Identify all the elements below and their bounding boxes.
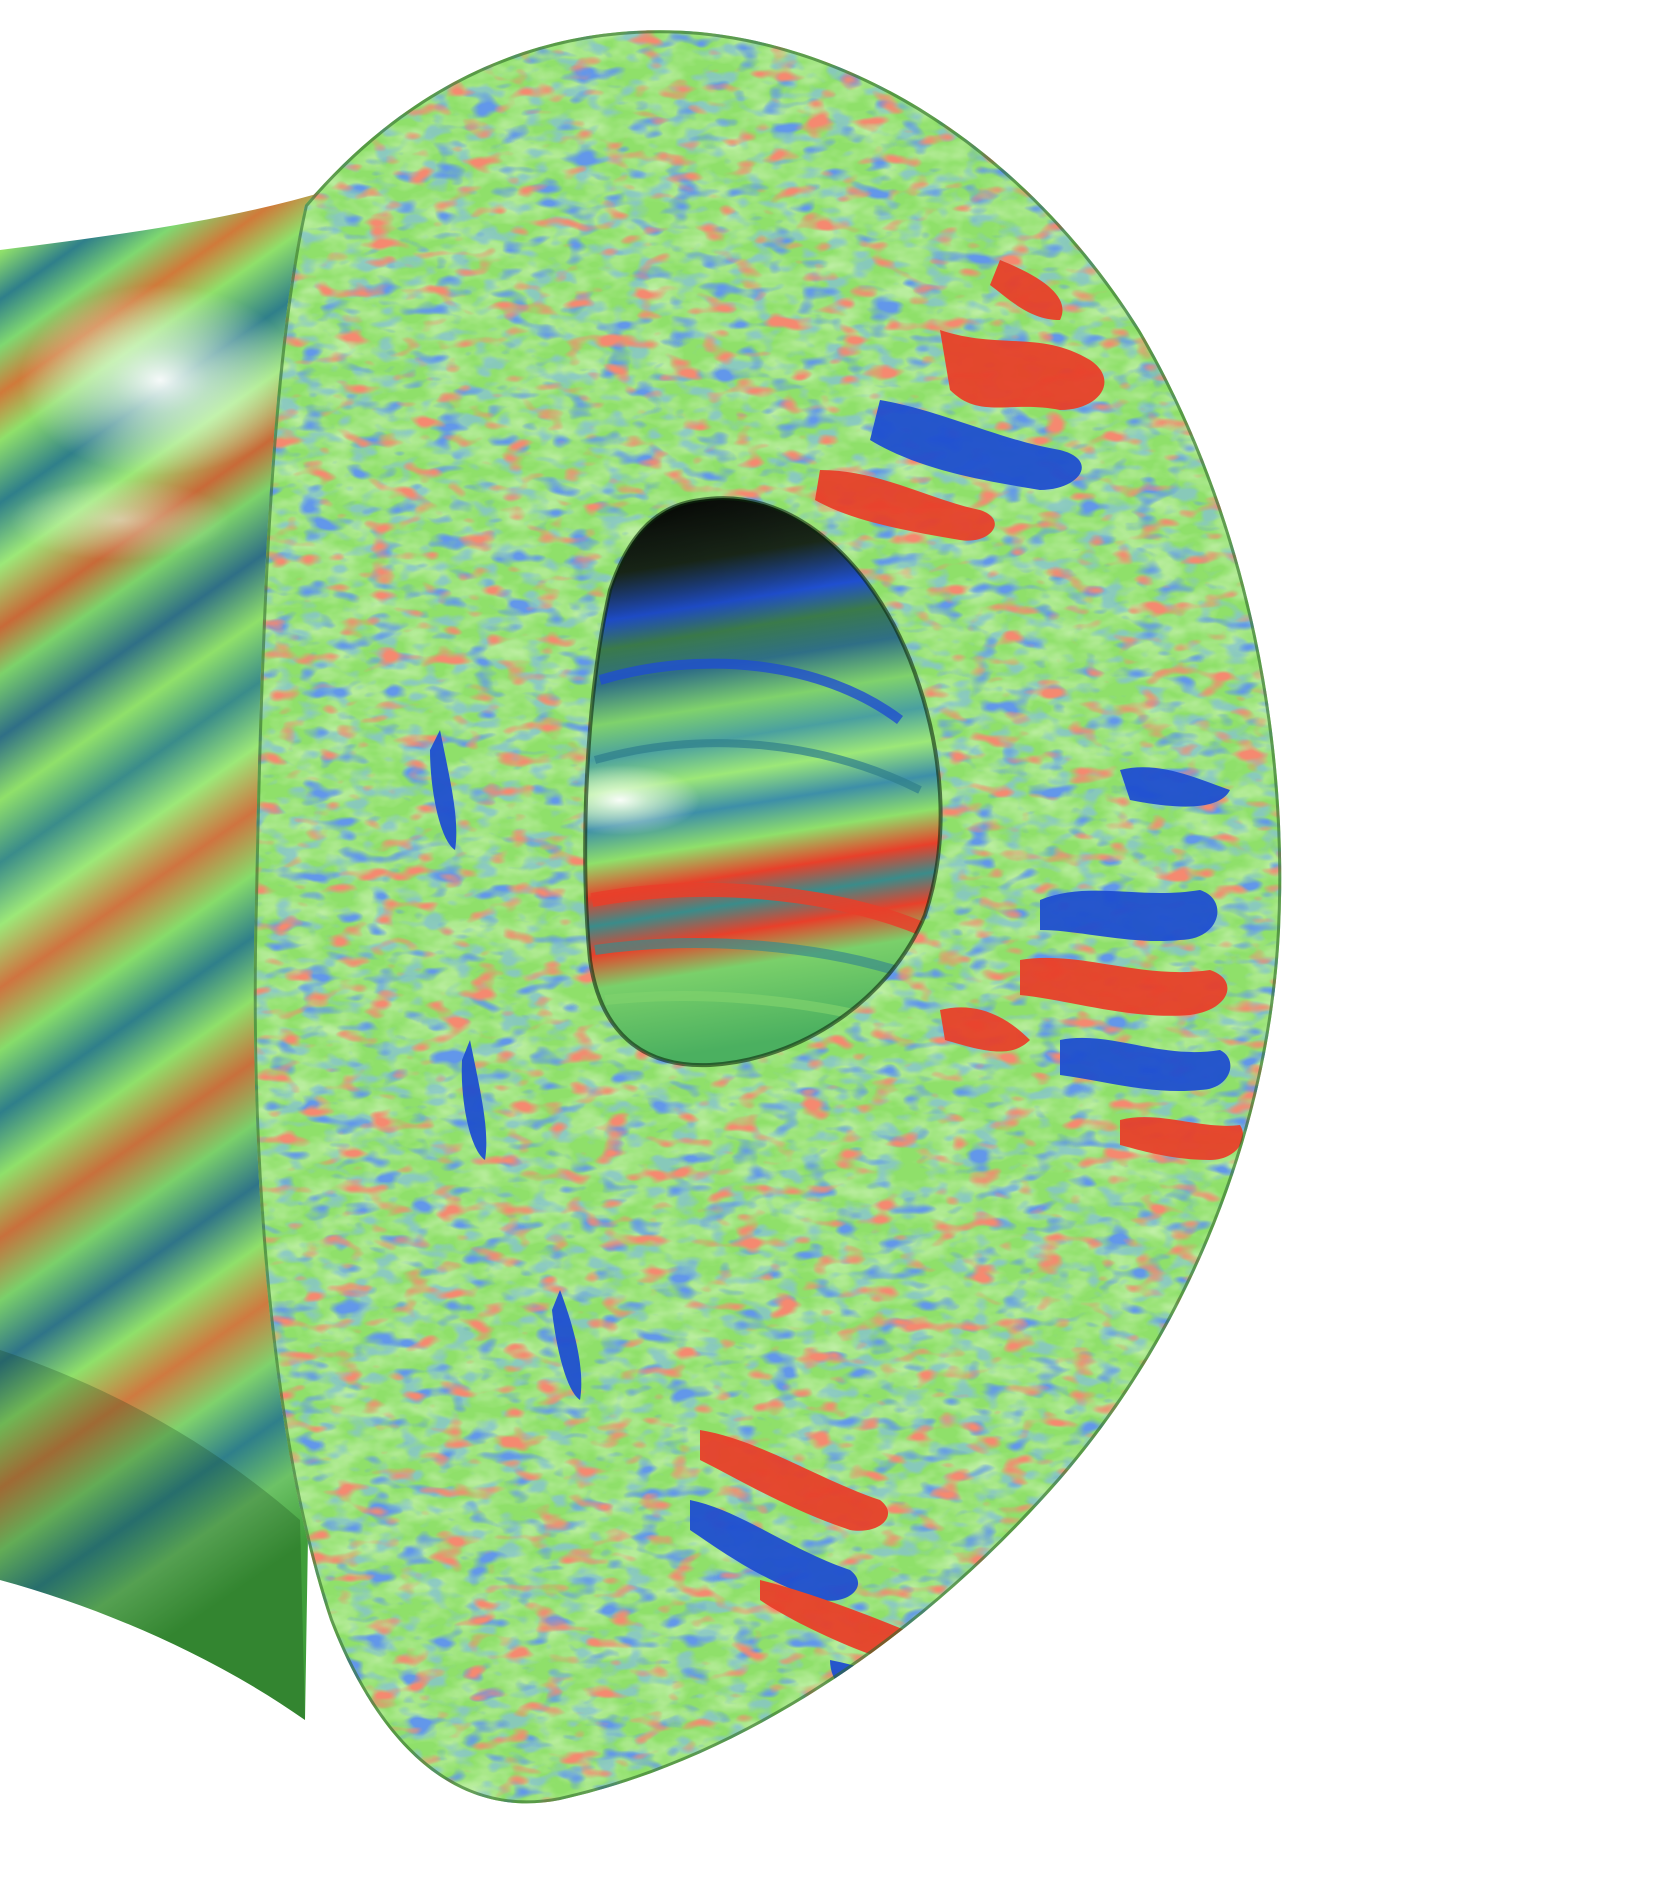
torus-tube: [0, 190, 330, 1720]
